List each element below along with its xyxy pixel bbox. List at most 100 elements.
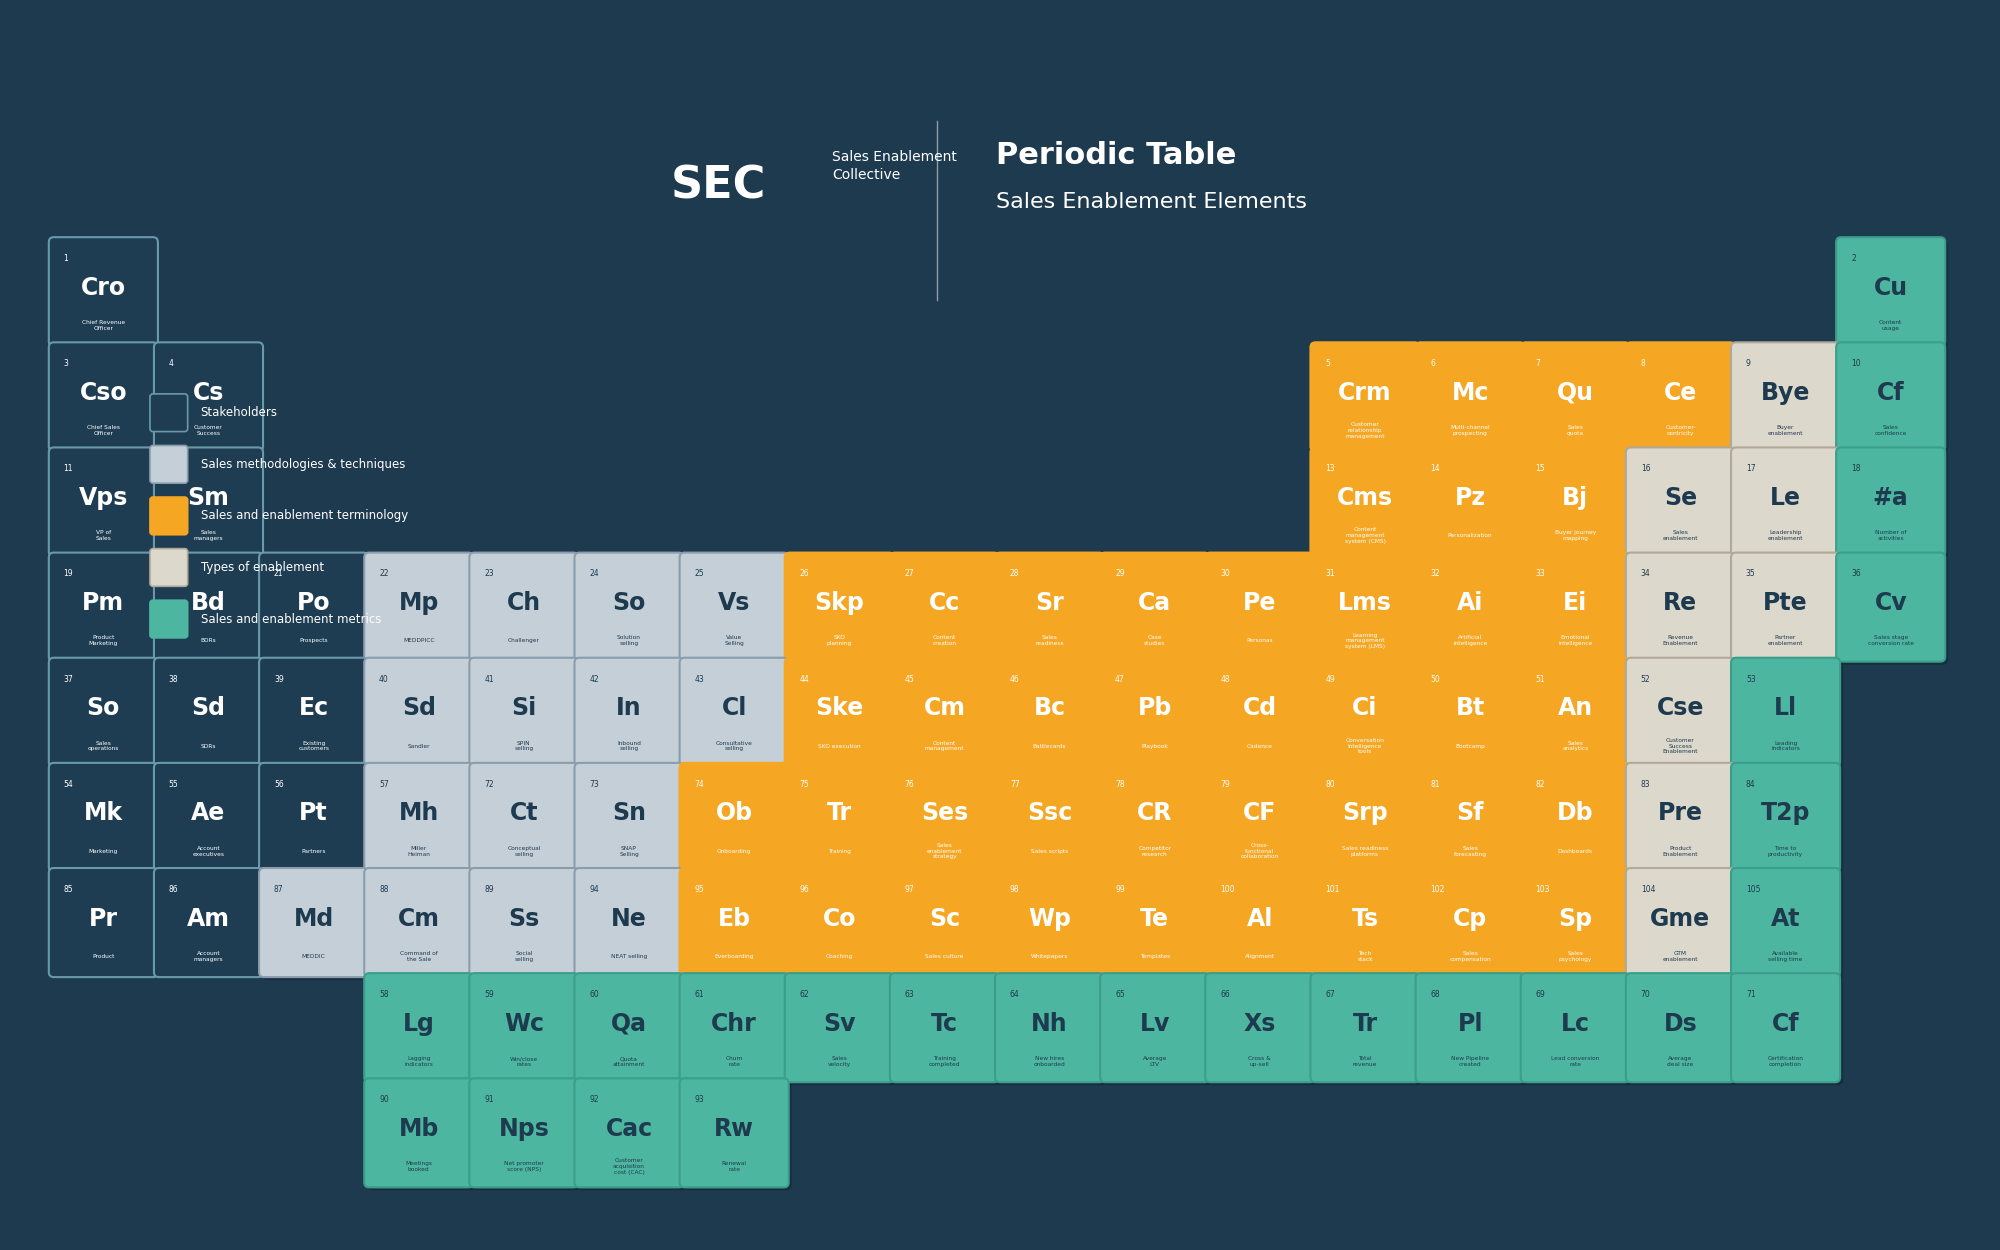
- FancyBboxPatch shape: [1418, 871, 1528, 980]
- FancyBboxPatch shape: [784, 974, 894, 1082]
- Text: Lagging
indicators: Lagging indicators: [404, 1056, 434, 1066]
- Text: Bye: Bye: [1760, 381, 1810, 405]
- FancyBboxPatch shape: [472, 766, 582, 875]
- Text: Command of
the Sale: Command of the Sale: [400, 951, 438, 961]
- FancyBboxPatch shape: [1524, 976, 1632, 1085]
- FancyBboxPatch shape: [1100, 658, 1210, 766]
- FancyBboxPatch shape: [154, 342, 264, 451]
- Text: T2p: T2p: [1760, 801, 1810, 825]
- Text: 42: 42: [590, 675, 598, 684]
- Text: Sales culture: Sales culture: [926, 954, 964, 959]
- Text: 30: 30: [1220, 570, 1230, 579]
- Text: SNAP
Selling: SNAP Selling: [620, 846, 638, 856]
- Text: Partner
enablement: Partner enablement: [1768, 635, 1804, 646]
- FancyBboxPatch shape: [1314, 345, 1422, 455]
- Text: 27: 27: [904, 570, 914, 579]
- FancyBboxPatch shape: [262, 871, 372, 980]
- Text: Sales
managers: Sales managers: [194, 530, 224, 541]
- Text: Ne: Ne: [612, 906, 646, 930]
- Text: Vs: Vs: [718, 591, 750, 615]
- Text: Ec: Ec: [298, 696, 328, 720]
- FancyBboxPatch shape: [788, 871, 896, 980]
- FancyBboxPatch shape: [680, 658, 788, 766]
- Text: Al: Al: [1246, 906, 1274, 930]
- FancyBboxPatch shape: [1524, 871, 1632, 980]
- Text: Cms: Cms: [1336, 486, 1394, 510]
- Text: 66: 66: [1220, 990, 1230, 999]
- Text: Ts: Ts: [1352, 906, 1378, 930]
- Text: 99: 99: [1116, 885, 1124, 894]
- FancyBboxPatch shape: [1310, 762, 1420, 872]
- FancyBboxPatch shape: [1100, 867, 1210, 978]
- FancyBboxPatch shape: [1208, 766, 1318, 875]
- FancyBboxPatch shape: [574, 974, 684, 1082]
- Text: 26: 26: [800, 570, 810, 579]
- Text: 47: 47: [1116, 675, 1124, 684]
- Text: Social
selling: Social selling: [514, 951, 534, 961]
- Text: Everboarding: Everboarding: [714, 954, 754, 959]
- FancyBboxPatch shape: [48, 342, 158, 451]
- FancyBboxPatch shape: [574, 658, 684, 766]
- Text: 38: 38: [168, 675, 178, 684]
- Text: Sales
forecasting: Sales forecasting: [1454, 846, 1486, 856]
- Text: Total
revenue: Total revenue: [1352, 1056, 1378, 1066]
- FancyBboxPatch shape: [1836, 552, 1946, 661]
- Text: Xs: Xs: [1244, 1011, 1276, 1036]
- FancyBboxPatch shape: [1310, 974, 1420, 1082]
- FancyBboxPatch shape: [470, 552, 578, 661]
- FancyBboxPatch shape: [364, 974, 474, 1082]
- Text: Po: Po: [296, 591, 330, 615]
- FancyBboxPatch shape: [682, 766, 792, 875]
- FancyBboxPatch shape: [470, 867, 578, 978]
- Text: 100: 100: [1220, 885, 1234, 894]
- FancyBboxPatch shape: [154, 658, 264, 766]
- FancyBboxPatch shape: [1628, 766, 1738, 875]
- Text: Cu: Cu: [1874, 276, 1908, 300]
- FancyBboxPatch shape: [1208, 555, 1318, 665]
- Text: Chief Sales
Officer: Chief Sales Officer: [86, 425, 120, 436]
- Text: Tc: Tc: [930, 1011, 958, 1036]
- FancyBboxPatch shape: [1416, 342, 1524, 451]
- Text: Pz: Pz: [1454, 486, 1486, 510]
- Text: Cso: Cso: [80, 381, 128, 405]
- Text: Conversation
Intelligence
tools: Conversation Intelligence tools: [1346, 738, 1384, 754]
- Text: Renewal
rate: Renewal rate: [722, 1161, 746, 1172]
- Text: Ses: Ses: [920, 801, 968, 825]
- FancyBboxPatch shape: [1520, 658, 1630, 766]
- FancyBboxPatch shape: [1732, 658, 1840, 766]
- Text: Sales Enablement Elements: Sales Enablement Elements: [996, 192, 1308, 213]
- Text: 93: 93: [694, 1095, 704, 1104]
- Text: Meetings
booked: Meetings booked: [406, 1161, 432, 1172]
- FancyBboxPatch shape: [890, 658, 1000, 766]
- FancyBboxPatch shape: [1100, 762, 1210, 872]
- Text: Sales Enablement
Collective: Sales Enablement Collective: [832, 150, 958, 182]
- Text: Cadence: Cadence: [1246, 744, 1272, 749]
- FancyBboxPatch shape: [1314, 661, 1422, 770]
- FancyBboxPatch shape: [996, 974, 1104, 1082]
- Text: 103: 103: [1536, 885, 1550, 894]
- Text: 101: 101: [1326, 885, 1340, 894]
- Text: 102: 102: [1430, 885, 1444, 894]
- FancyBboxPatch shape: [1732, 342, 1840, 451]
- Text: Sales
analytics: Sales analytics: [1562, 740, 1588, 751]
- Text: Customer
Success: Customer Success: [194, 425, 222, 436]
- Text: Partners: Partners: [302, 849, 326, 854]
- Text: Personas: Personas: [1246, 639, 1274, 644]
- Text: 10: 10: [1852, 359, 1860, 369]
- Text: Personalization: Personalization: [1448, 534, 1492, 539]
- Text: Tr: Tr: [826, 801, 852, 825]
- Text: Available
selling time: Available selling time: [1768, 951, 1802, 961]
- Text: Inbound
selling: Inbound selling: [618, 740, 640, 751]
- Text: Co: Co: [822, 906, 856, 930]
- Text: 76: 76: [904, 780, 914, 789]
- FancyBboxPatch shape: [1206, 974, 1314, 1082]
- FancyBboxPatch shape: [1524, 766, 1632, 875]
- Text: Sf: Sf: [1456, 801, 1484, 825]
- FancyBboxPatch shape: [680, 762, 788, 872]
- FancyBboxPatch shape: [784, 762, 894, 872]
- FancyBboxPatch shape: [150, 549, 188, 586]
- FancyBboxPatch shape: [1524, 661, 1632, 770]
- FancyBboxPatch shape: [788, 766, 896, 875]
- FancyBboxPatch shape: [1626, 552, 1734, 661]
- Text: Bootcamp: Bootcamp: [1456, 744, 1486, 749]
